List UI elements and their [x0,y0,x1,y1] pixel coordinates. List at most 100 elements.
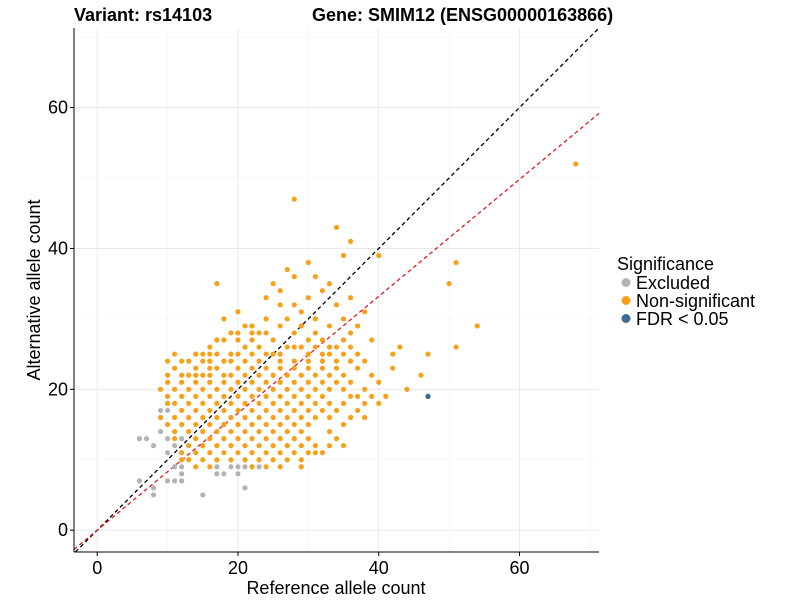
data-point-non-significant [270,414,276,421]
data-point-non-significant [263,464,269,470]
data-point-non-significant [277,302,283,308]
data-point-non-significant [263,393,269,399]
data-point-non-significant [200,443,206,449]
data-point-non-significant [291,344,297,350]
data-point-non-significant [305,351,311,357]
data-point-non-significant [256,344,262,350]
data-point-non-significant [347,330,354,336]
data-point-non-significant [186,358,192,364]
data-point-non-significant [242,428,248,435]
data-point-non-significant [340,443,347,449]
data-point-non-significant [235,407,241,414]
data-point-non-significant [249,407,255,414]
data-point-non-significant [207,407,213,414]
data-point-non-significant [404,386,410,392]
data-point-non-significant [326,323,333,329]
data-point-non-significant [221,393,227,399]
data-point-excluded [143,436,150,442]
data-point-non-significant [249,337,255,343]
data-point-non-significant [157,386,164,392]
data-point-non-significant [277,407,283,414]
data-point-non-significant [256,428,262,435]
data-point-non-significant [326,386,333,392]
data-point-non-significant [326,351,333,357]
data-point-non-significant [277,393,283,399]
data-point-non-significant [242,443,248,449]
data-point-non-significant [369,393,375,399]
data-point-non-significant [193,421,199,428]
data-point-non-significant [270,386,276,392]
data-point-non-significant [305,450,311,456]
data-point-non-significant [179,450,185,456]
data-point-non-significant [235,337,241,343]
data-point-excluded [179,464,185,470]
data-point-non-significant [249,379,255,385]
data-point-non-significant [326,372,333,378]
data-point-non-significant [193,436,199,442]
data-point-excluded [136,478,143,484]
data-point-non-significant [242,457,248,463]
data-point-non-significant [263,379,269,385]
data-point-non-significant [284,428,290,435]
y-tick-label: 0 [58,520,68,540]
data-point-non-significant [277,358,283,364]
data-point-non-significant [284,372,290,378]
data-point-non-significant [291,365,297,371]
data-point-non-significant [270,372,276,378]
data-point-non-significant [207,351,213,357]
data-point-non-significant [263,421,269,428]
data-point-non-significant [277,450,283,456]
data-point-non-significant [228,386,234,392]
legend-label: FDR < 0.05 [636,309,729,329]
data-point-non-significant [164,358,171,364]
data-point-non-significant [235,379,241,385]
data-point-non-significant [298,443,304,449]
data-point-non-significant [242,344,248,350]
data-point-non-significant [369,372,375,378]
data-point-non-significant [186,443,192,449]
data-point-non-significant [172,365,178,371]
data-point-excluded [172,443,178,449]
data-point-non-significant [347,379,354,385]
data-point-non-significant [284,386,290,392]
data-point-non-significant [263,316,269,322]
data-point-non-significant [249,351,255,357]
data-point-non-significant [221,379,227,385]
data-point-non-significant [291,407,297,414]
data-point-non-significant [333,358,340,364]
data-point-non-significant [362,386,368,392]
data-point-non-significant [228,358,234,364]
data-point-non-significant [277,464,283,470]
data-point-non-significant [263,450,269,456]
data-point-non-significant [277,323,283,329]
data-point-non-significant [305,337,311,343]
data-point-non-significant [291,358,297,364]
data-point-excluded [150,443,157,449]
data-point-non-significant [172,400,178,406]
data-point-excluded [150,492,157,498]
data-point-non-significant [333,407,340,414]
data-point-non-significant [256,414,262,421]
chart-title-gene: Gene: SMIM12 (ENSG00000163866) [312,5,613,25]
data-point-non-significant [221,450,227,456]
chart-title-variant: Variant: rs14103 [74,5,212,25]
data-point-non-significant [277,365,283,371]
data-point-non-significant [340,252,347,259]
data-point-excluded [179,436,185,442]
data-point-non-significant [319,407,326,414]
legend-title: Significance [617,254,714,274]
data-point-non-significant [376,379,382,385]
data-point-non-significant [305,421,311,428]
data-point-non-significant [193,464,199,470]
data-point-non-significant [319,365,326,371]
data-point-non-significant [347,414,354,421]
data-point-non-significant [200,414,206,421]
data-point-non-significant [298,400,304,406]
data-point-non-significant [235,436,241,442]
data-point-non-significant [186,386,192,392]
data-point-non-significant [172,386,178,392]
data-point-non-significant [221,337,227,343]
data-point-non-significant [249,365,255,371]
y-tick-label: 60 [48,98,68,118]
data-point-non-significant [453,259,459,266]
